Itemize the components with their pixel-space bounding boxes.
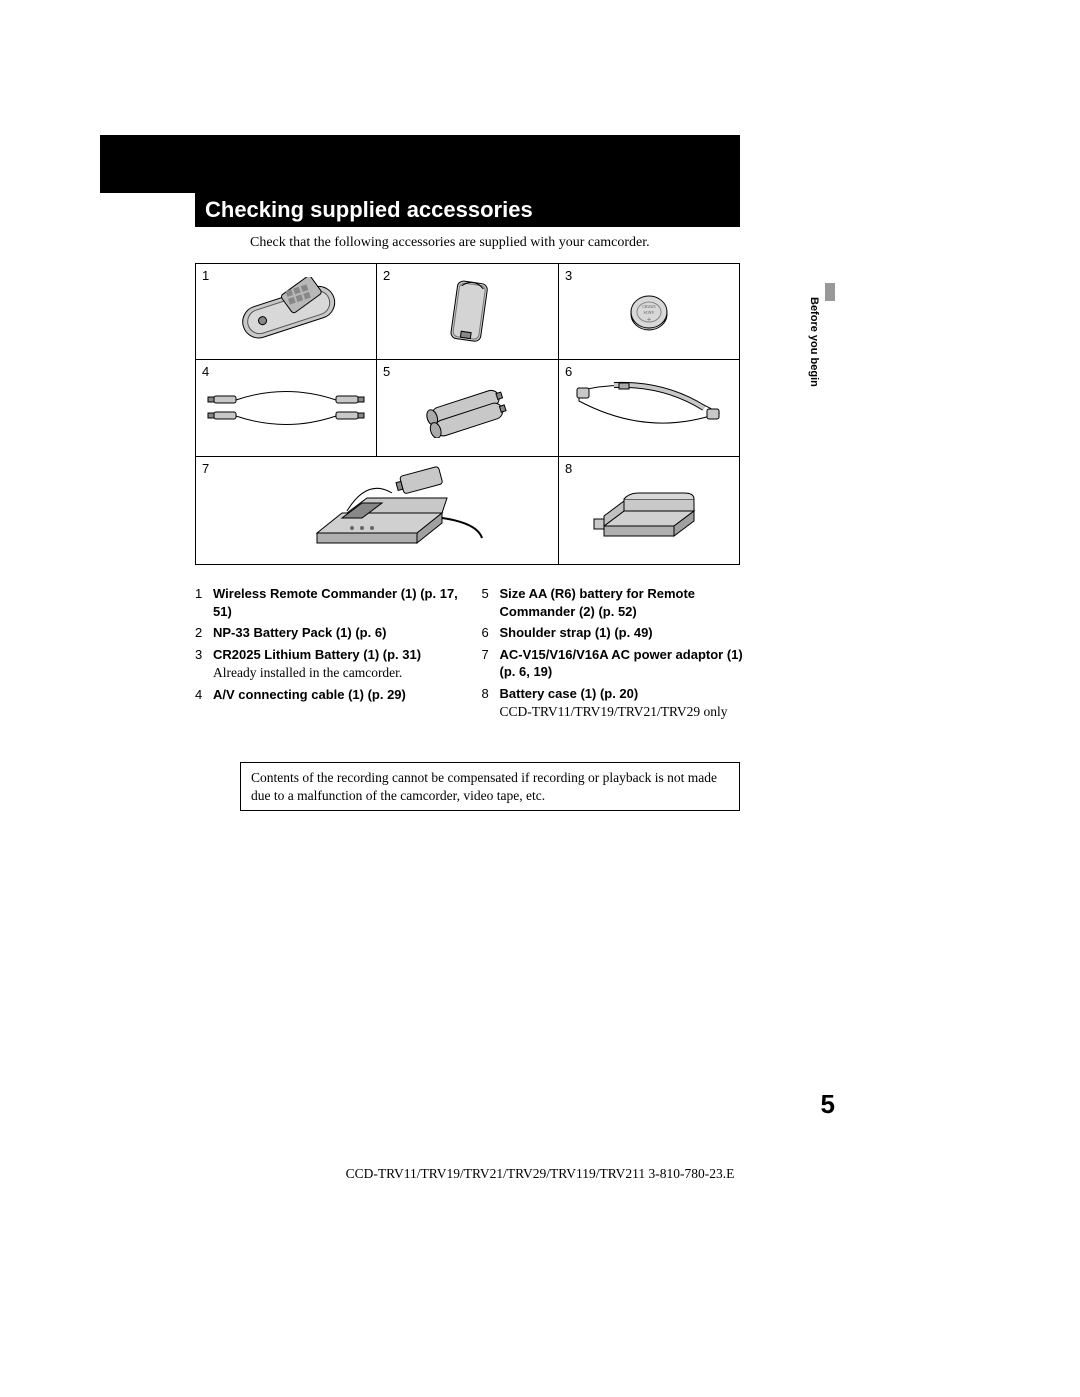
item-title: Battery case (1) (p. 20) (500, 686, 639, 701)
page-number: 5 (821, 1089, 835, 1120)
list-item: 1 Wireless Remote Commander (1) (p. 17, … (195, 585, 464, 620)
item-title: NP-33 Battery Pack (1) (p. 6) (213, 625, 386, 640)
item-num: 2 (195, 624, 213, 642)
list-item: 5 Size AA (R6) battery for Remote Comman… (482, 585, 751, 620)
item-title: CR2025 Lithium Battery (1) (p. 31) (213, 647, 421, 662)
item-num: 6 (482, 624, 500, 642)
battery-pack-icon (428, 272, 508, 352)
grid-num: 7 (202, 461, 209, 476)
list-item: 3 CR2025 Lithium Battery (1) (p. 31) Alr… (195, 646, 464, 683)
item-num: 5 (482, 585, 500, 620)
page-title: Checking supplied accessories (195, 193, 740, 227)
grid-num: 1 (202, 268, 209, 283)
shoulder-strap-icon (569, 373, 729, 443)
grid-num: 6 (565, 364, 572, 379)
grid-num: 5 (383, 364, 390, 379)
grid-cell-2: 2 (377, 263, 559, 360)
svg-text:CR2025: CR2025 (642, 304, 655, 309)
list-col-left: 1 Wireless Remote Commander (1) (p. 17, … (195, 585, 464, 726)
grid-cell-6: 6 (559, 360, 740, 457)
intro-text: Check that the following accessories are… (250, 235, 650, 251)
section-tab-bar (825, 283, 835, 301)
footer-text: CCD-TRV11/TRV19/TRV21/TRV29/TRV119/TRV21… (0, 1166, 1080, 1182)
header-band (100, 135, 740, 193)
grid-cell-8: 8 (559, 457, 740, 565)
list-item: 8 Battery case (1) (p. 20) CCD-TRV11/TRV… (482, 685, 751, 722)
svg-text:+: + (647, 315, 652, 324)
item-sub: CCD-TRV11/TRV19/TRV21/TRV29 only (500, 703, 751, 721)
accessory-grid: 1 2 (195, 263, 740, 565)
item-title: Size AA (R6) battery for Remote Commande… (500, 586, 696, 619)
grid-cell-3: 3 CR2025 SONY + (559, 263, 740, 360)
grid-cell-4: 4 (195, 360, 377, 457)
item-num: 1 (195, 585, 213, 620)
list-item: 2 NP-33 Battery Pack (1) (p. 6) (195, 624, 464, 642)
list-item: 6 Shoulder strap (1) (p. 49) (482, 624, 751, 642)
accessory-list: 1 Wireless Remote Commander (1) (p. 17, … (195, 585, 750, 726)
list-col-right: 5 Size AA (R6) battery for Remote Comman… (482, 585, 751, 726)
grid-num: 2 (383, 268, 390, 283)
notice-box: Contents of the recording cannot be comp… (240, 762, 740, 811)
item-num: 7 (482, 646, 500, 681)
grid-cell-1: 1 (195, 263, 377, 360)
item-num: 4 (195, 686, 213, 704)
list-item: 7 AC-V15/V16/V16A AC power adaptor (1) (… (482, 646, 751, 681)
list-item: 4 A/V connecting cable (1) (p. 29) (195, 686, 464, 704)
item-title: AC-V15/V16/V16A AC power adaptor (1) (p.… (500, 647, 743, 680)
lithium-battery-icon: CR2025 SONY + (619, 282, 679, 342)
grid-num: 3 (565, 268, 572, 283)
grid-cell-7: 7 (195, 457, 559, 565)
grid-num: 4 (202, 364, 209, 379)
item-num: 3 (195, 646, 213, 683)
battery-case-icon (579, 471, 719, 551)
item-sub: Already installed in the camcorder. (213, 664, 464, 682)
av-cable-icon (206, 378, 366, 438)
grid-cell-5: 5 (377, 360, 559, 457)
section-tab: Before you begin (808, 297, 820, 387)
remote-icon (216, 277, 356, 347)
item-title: A/V connecting cable (1) (p. 29) (213, 687, 406, 702)
item-num: 8 (482, 685, 500, 722)
item-title: Shoulder strap (1) (p. 49) (500, 625, 653, 640)
item-title: Wireless Remote Commander (1) (p. 17, 51… (213, 586, 458, 619)
grid-num: 8 (565, 461, 572, 476)
aa-batteries-icon (413, 378, 523, 438)
ac-adaptor-icon (247, 463, 507, 558)
